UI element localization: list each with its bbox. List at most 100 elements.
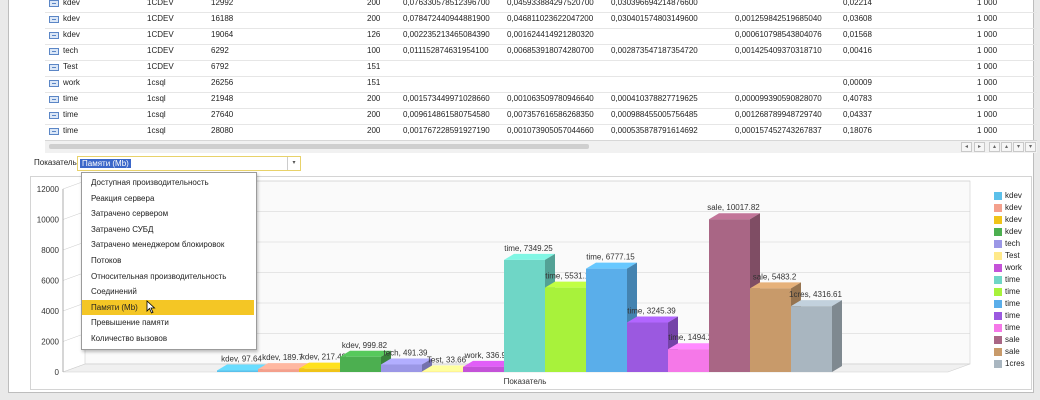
metric-dropdown-list[interactable]: Доступная производительность Реакция серв…: [81, 172, 257, 350]
table-cell-v6: 0,006853918074280700: [507, 46, 594, 55]
y-tick-label: 12000: [37, 185, 60, 194]
bar-top: [463, 360, 514, 367]
table-cell-id: 6292: [211, 46, 229, 55]
scroll-down-button[interactable]: ▾: [1013, 142, 1024, 152]
horizontal-scrollbar[interactable]: ◂ ▸ ▴ ▴ ▾ ▾: [45, 140, 1037, 153]
bar-top: [340, 350, 391, 357]
scroll-left-button[interactable]: ◂: [961, 142, 972, 152]
metric-label: Показатель:: [34, 158, 79, 167]
legend-label: work: [1005, 263, 1022, 272]
dropdown-option[interactable]: Памяти (Mb): [82, 299, 254, 315]
table-cell-v9: 0,02214: [843, 0, 872, 7]
data-label: tech, 491.39: [383, 349, 428, 358]
chevron-down-icon[interactable]: ▾: [287, 157, 300, 170]
dropdown-option[interactable]: Потоков: [91, 256, 122, 265]
row-type-icon: [49, 64, 59, 71]
legend-label: kdev: [1005, 203, 1022, 212]
table-cell-source: 1CDEV: [147, 14, 174, 23]
dropdown-option[interactable]: Относительная производительность: [91, 271, 227, 281]
table-cell-v5: 0,076330578512396700: [403, 0, 490, 7]
table-cell-id: 27640: [211, 110, 234, 119]
table-cell-v7: 0,030396694214876600: [611, 0, 698, 7]
metric-select[interactable]: Памяти (Mb) ▾: [77, 156, 301, 171]
table-row[interactable]: time 1csql 27640 200 0,009614861580754580 0,0…: [45, 108, 1037, 125]
data-label: time, 1494.29: [668, 333, 717, 342]
legend-label: sale: [1005, 347, 1020, 356]
x-axis-label: Показатель: [504, 377, 547, 386]
table-cell-v5: 0,001573449971028660: [403, 94, 490, 103]
legend-swatch: [994, 240, 1002, 248]
table-cell-v10: 1 000: [977, 126, 998, 135]
table-cell-v6: 0,007357616586268350: [507, 110, 594, 119]
table-cell-v8: 0,000157452743267837: [735, 126, 822, 135]
dropdown-option[interactable]: Количество вызовов: [91, 334, 168, 343]
scrollbar-thumb[interactable]: [49, 144, 589, 149]
table-cell-v7: 0,000535878791614692: [611, 126, 698, 135]
legend-swatch: [994, 348, 1002, 356]
dropdown-option[interactable]: Затрачено сервером: [91, 209, 169, 219]
table-cell-v9: 0,01568: [843, 30, 872, 39]
bar: [668, 349, 709, 372]
legend-swatch: [994, 324, 1002, 332]
bar: [381, 364, 422, 372]
table-cell-v8: 0,000610798543804076: [735, 30, 822, 39]
table-cell-id: 12992: [211, 0, 234, 7]
table-cell-source: 1csql: [147, 78, 166, 87]
table-cell-v8: 0,001425409370318710: [735, 46, 822, 55]
table-cell-name: kdev: [63, 14, 80, 23]
table-row[interactable]: kdev 1CDEV 19064 126 0,002235213465084390 0,0…: [45, 28, 1037, 45]
dropdown-option[interactable]: Соединений: [91, 287, 137, 297]
table-cell-source: 1csql: [147, 94, 166, 103]
legend-label: time: [1005, 311, 1021, 320]
table-cell-name: kdev: [63, 30, 80, 39]
table-row[interactable]: time 1csql 21948 200 0,001573449971028660 0,0…: [45, 92, 1037, 109]
dropdown-option[interactable]: Реакция сервера: [91, 193, 155, 203]
legend-swatch: [994, 204, 1002, 212]
bar-side: [422, 358, 432, 372]
table-row[interactable]: tech 1CDEV 6292 100 0,011152874631954100 0,00…: [45, 44, 1037, 61]
legend-swatch: [994, 300, 1002, 308]
bar: [504, 259, 545, 372]
dropdown-option[interactable]: Затрачено менеджером блокировок: [91, 240, 225, 250]
scroll-up-button[interactable]: ▴: [1001, 142, 1012, 152]
legend-label: time: [1005, 323, 1021, 332]
table-row[interactable]: kdev 1CDEV 16188 200 0,078472440944881900 0,0…: [45, 12, 1037, 29]
table-cell-id: 21948: [211, 94, 234, 103]
table-cell-v10: 1 000: [977, 62, 998, 71]
table-cell-v9: 0,00009: [843, 78, 872, 87]
legend-swatch: [994, 336, 1002, 344]
bar-top: [791, 300, 842, 307]
bar: [627, 322, 668, 372]
table-row[interactable]: Test 1CDEV 6792 151 1 000: [45, 60, 1037, 77]
dropdown-option[interactable]: Превышение памяти: [91, 318, 169, 328]
bar-top: [299, 362, 350, 369]
table-row[interactable]: work 1csql 26256 151 0,00009 1 000: [45, 76, 1037, 93]
table-cell-v10: 1 000: [977, 14, 998, 23]
y-tick-label: 0: [55, 368, 60, 377]
bottom-bar: [0, 393, 1040, 400]
table-cell-v5: 0,009614861580754580: [403, 110, 490, 119]
legend-label: sale: [1005, 335, 1020, 344]
row-type-icon: [49, 96, 59, 103]
table-row[interactable]: time 1csql 28080 200 0,001767228591927190 0,0…: [45, 124, 1037, 140]
dropdown-option[interactable]: Затрачено СУБД: [91, 224, 154, 234]
table-cell-source: 1CDEV: [147, 62, 174, 71]
scroll-first-button[interactable]: ▴: [989, 142, 1000, 152]
table-row[interactable]: kdev 1CDEV 12992 200 0,076330578512396700 0,0…: [45, 0, 1037, 13]
scroll-last-button[interactable]: ▾: [1025, 142, 1036, 152]
table-cell-v4: 200: [367, 0, 381, 7]
row-type-icon: [49, 128, 59, 135]
table-cell-v9: 0,40783: [843, 94, 872, 103]
legend-label: time: [1005, 287, 1021, 296]
table-cell-name: time: [63, 94, 79, 103]
data-label: 1cres, 4316.61: [789, 290, 842, 299]
table-cell-id: 16188: [211, 14, 234, 23]
scroll-right-button[interactable]: ▸: [974, 142, 985, 152]
table-cell-id: 26256: [211, 78, 234, 87]
table-cell-source: 1csql: [147, 110, 166, 119]
table-cell-v10: 1 000: [977, 30, 998, 39]
row-type-icon: [49, 112, 59, 119]
metric-select-value: Памяти (Mb): [80, 159, 131, 168]
dropdown-option[interactable]: Доступная производительность: [91, 178, 209, 187]
bar: [340, 356, 381, 372]
